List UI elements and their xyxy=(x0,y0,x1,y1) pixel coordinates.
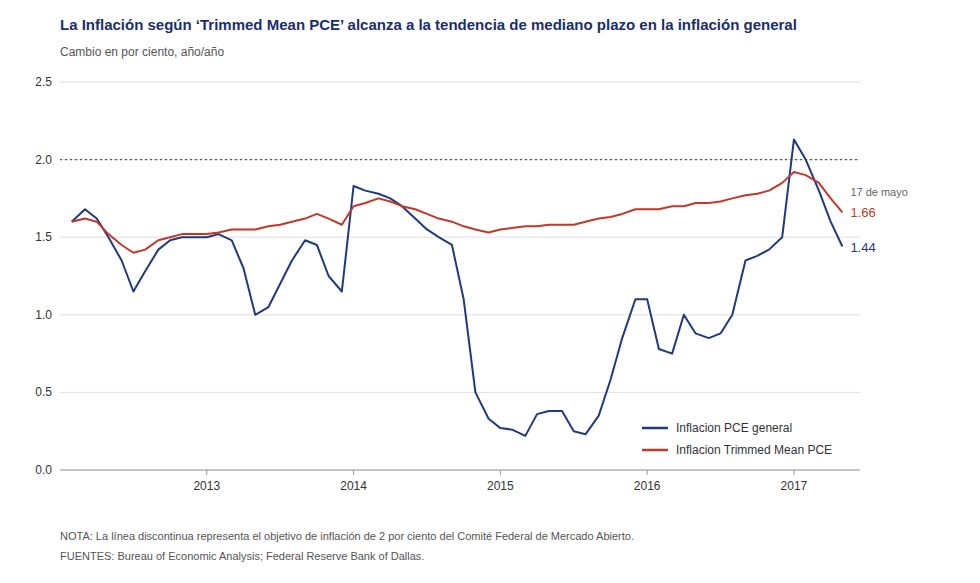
x-tick-label: 2014 xyxy=(340,479,367,493)
source: FUENTES: Bureau of Economic Analysis; Fe… xyxy=(60,550,424,562)
x-tick xyxy=(647,470,648,475)
x-tick xyxy=(353,470,354,475)
annotation: 17 de mayo xyxy=(850,186,907,198)
note: NOTA: La línea discontinua representa el… xyxy=(60,530,634,542)
grid-line xyxy=(60,159,860,160)
grid-line xyxy=(60,314,860,315)
y-tick-label: 1.5 xyxy=(35,230,52,244)
legend-swatch xyxy=(642,449,668,452)
y-tick-label: 2.5 xyxy=(35,75,52,89)
grid-line xyxy=(60,392,860,393)
grid-line xyxy=(60,82,860,83)
page: {"chart_data": { "type": "line", "title"… xyxy=(0,0,980,583)
x-axis-line xyxy=(60,470,860,471)
legend-label: Inflacion PCE general xyxy=(676,421,792,435)
series-line xyxy=(72,172,843,253)
x-tick-label: 2013 xyxy=(193,479,220,493)
y-tick-label: 2.0 xyxy=(35,153,52,167)
legend: Inflacion PCE general Inflacion Trimmed M… xyxy=(642,421,832,457)
legend-swatch xyxy=(642,427,668,430)
title: La Inflación según ‘Trimmed Mean PCE’ al… xyxy=(60,16,797,33)
x-tick xyxy=(500,470,501,475)
y-tick-label: 1.0 xyxy=(35,308,52,322)
annotation: 1.66 xyxy=(850,205,875,220)
annotation: 1.44 xyxy=(850,240,875,255)
plot-area xyxy=(60,139,860,435)
legend-label: Inflacion Trimmed Mean PCE xyxy=(676,443,832,457)
y-tick-label: 0.0 xyxy=(35,463,52,477)
x-tick-label: 2015 xyxy=(487,479,514,493)
subtitle: Cambio en por ciento, año/año xyxy=(60,45,224,59)
x-tick-label: 2016 xyxy=(634,479,661,493)
x-tick-label: 2017 xyxy=(781,479,808,493)
reference-line xyxy=(60,159,860,160)
chart: La Inflación según ‘Trimmed Mean PCE’ al… xyxy=(0,0,980,583)
grid xyxy=(60,82,860,470)
x-tick xyxy=(206,470,207,475)
series-line xyxy=(72,139,843,435)
x-tick xyxy=(793,470,794,475)
y-tick-label: 0.5 xyxy=(35,385,52,399)
grid-line xyxy=(60,470,860,471)
